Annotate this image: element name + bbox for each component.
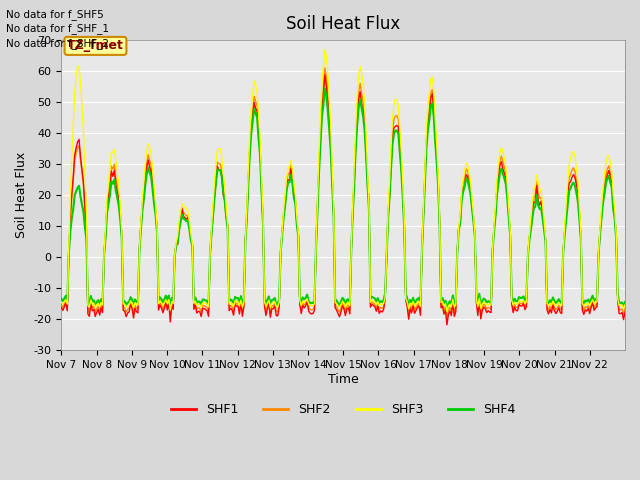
Title: Soil Heat Flux: Soil Heat Flux xyxy=(286,15,401,33)
X-axis label: Time: Time xyxy=(328,372,358,385)
Text: TZ_fmet: TZ_fmet xyxy=(67,39,124,52)
Text: No data for f_SHF5: No data for f_SHF5 xyxy=(6,9,104,20)
Y-axis label: Soil Heat Flux: Soil Heat Flux xyxy=(15,152,28,238)
Text: No data for f_SHF_1: No data for f_SHF_1 xyxy=(6,23,109,34)
Text: No data for f_SHF_2: No data for f_SHF_2 xyxy=(6,37,109,48)
Legend: SHF1, SHF2, SHF3, SHF4: SHF1, SHF2, SHF3, SHF4 xyxy=(166,398,520,421)
